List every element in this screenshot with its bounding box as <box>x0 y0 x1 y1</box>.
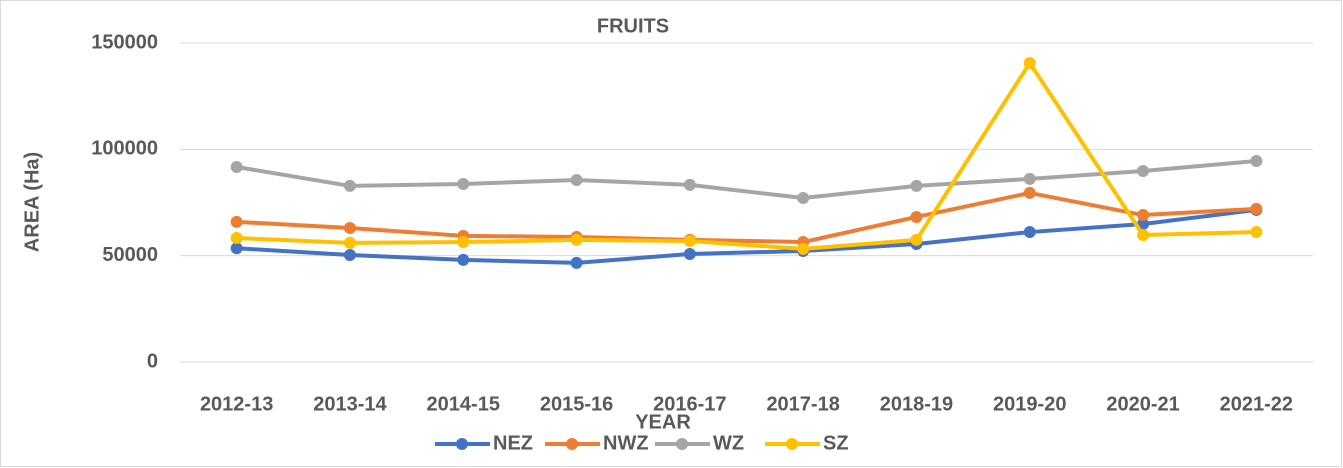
series-marker <box>1250 155 1263 168</box>
legend-marker <box>456 438 468 450</box>
legend-label: NEZ <box>493 432 533 454</box>
series-marker <box>230 215 243 228</box>
y-tick-label: 150000 <box>91 31 158 53</box>
x-tick-label: 2013-14 <box>313 393 387 415</box>
series-marker <box>797 192 810 205</box>
y-axis-label: AREA (Ha) <box>21 152 43 252</box>
series-marker <box>343 249 356 262</box>
series-marker <box>570 233 583 246</box>
series-marker <box>230 242 243 255</box>
series-marker <box>1023 172 1036 185</box>
x-tick-label: 2017-18 <box>766 393 839 415</box>
series-marker <box>683 234 696 247</box>
legend-marker <box>566 438 578 450</box>
x-tick-label: 2020-21 <box>1106 393 1179 415</box>
series-marker <box>683 178 696 191</box>
x-tick-label: 2012-13 <box>200 393 273 415</box>
series-line <box>236 159 1257 201</box>
series-marker <box>683 247 696 260</box>
x-tick-label: 2018-19 <box>880 393 953 415</box>
legend-marker <box>786 438 798 450</box>
series-marker <box>457 236 470 249</box>
series-marker <box>910 233 923 246</box>
series-line <box>236 60 1257 251</box>
series-marker <box>230 160 243 173</box>
x-tick-label: 2021-22 <box>1220 393 1293 415</box>
series-marker <box>570 256 583 269</box>
series-marker <box>457 177 470 190</box>
series-marker <box>343 222 356 235</box>
series-marker <box>343 236 356 249</box>
series-marker <box>1137 209 1150 222</box>
series-marker <box>343 179 356 192</box>
series-marker <box>1137 165 1150 178</box>
series-marker <box>1023 226 1036 239</box>
chart-title: FRUITS <box>597 15 669 37</box>
series-marker <box>910 179 923 192</box>
series-line <box>236 190 1257 245</box>
series-marker <box>1250 202 1263 215</box>
series-marker <box>570 173 583 186</box>
legend-marker <box>676 438 688 450</box>
series-marker <box>1250 226 1263 239</box>
series-marker <box>1023 56 1036 69</box>
y-tick-label: 100000 <box>91 138 158 160</box>
series-marker <box>797 242 810 255</box>
x-tick-label: 2014-15 <box>427 393 500 415</box>
x-tick-label: 2019-20 <box>993 393 1066 415</box>
legend-label: SZ <box>823 432 849 454</box>
series-marker <box>230 232 243 245</box>
y-tick-label: 0 <box>147 350 158 372</box>
x-axis-label: YEAR <box>635 411 691 433</box>
y-tick-label: 50000 <box>102 244 158 266</box>
series-line <box>236 207 1257 265</box>
x-tick-label: 2015-16 <box>540 393 613 415</box>
series-marker <box>1137 229 1150 242</box>
legend-label: WZ <box>713 432 744 454</box>
x-tick-label: 2016-17 <box>653 393 726 415</box>
legend-label: NWZ <box>603 432 649 454</box>
series-marker <box>1023 186 1036 199</box>
series-marker <box>910 210 923 223</box>
series-marker <box>457 253 470 266</box>
